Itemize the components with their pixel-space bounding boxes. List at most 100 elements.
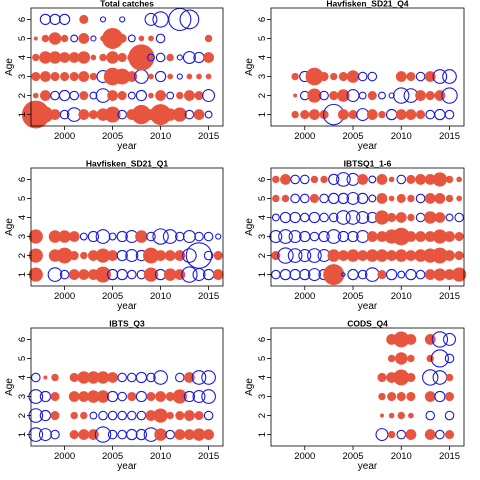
bubble-negative — [106, 268, 119, 281]
plot-frame — [270, 7, 465, 127]
bubble-positive — [172, 389, 187, 404]
bubble-positive — [406, 174, 416, 184]
panel-5: IBTS_Q3 2000 2005 2010 2015 1 2 3 4 5 6 year Age — [4, 319, 224, 472]
bubble-positive — [376, 174, 388, 185]
bubble-negative — [127, 91, 136, 100]
bubble-positive — [406, 391, 416, 402]
y-tick-label: 4 — [257, 55, 268, 60]
bubble-negative — [58, 89, 71, 102]
bubble-positive — [445, 194, 454, 203]
bubble-positive — [291, 72, 299, 81]
bubble-negative — [50, 429, 60, 440]
bubble-negative — [432, 370, 448, 385]
bubble-positive — [426, 354, 434, 363]
bubble-positive — [444, 430, 455, 440]
bubble-positive — [405, 109, 417, 120]
bubble-negative — [299, 268, 311, 281]
y-tick-label: 2 — [257, 253, 268, 258]
bubble-negative — [203, 410, 214, 421]
bubble-positive — [69, 71, 79, 82]
bubble-positive — [50, 391, 60, 402]
bubble-negative — [289, 211, 301, 224]
bubble-positive — [107, 90, 118, 101]
bubble-positive — [320, 175, 328, 184]
bubble-positive — [48, 32, 62, 45]
y-tick-label: 5 — [17, 196, 28, 201]
bubble-negative — [319, 212, 329, 223]
bubble-negative — [278, 229, 293, 244]
bubble-positive — [49, 109, 61, 120]
bubble-negative — [202, 89, 216, 103]
bubble-positive — [68, 391, 80, 402]
bubble-negative — [39, 13, 52, 26]
bubble-series — [21, 7, 216, 129]
bubble-positive — [172, 107, 187, 122]
bubble-positive — [183, 372, 195, 383]
bubble-negative — [299, 174, 310, 185]
bubble-positive — [203, 429, 214, 440]
bubble-negative — [341, 272, 346, 277]
bubble-positive — [80, 411, 88, 420]
panel-3: Havfisken_SD21_Q1 2000 2005 2010 2015 1 2 3 4 5 6 y… — [4, 159, 224, 312]
bubble-positive — [395, 352, 408, 365]
bubble-positive — [107, 250, 118, 261]
bubble-positive — [40, 90, 51, 101]
bubble-negative — [444, 109, 455, 120]
bubble-negative — [182, 230, 196, 244]
y-tick-label: 3 — [17, 74, 28, 79]
bubble-positive — [148, 35, 154, 42]
bubble-negative — [135, 371, 148, 384]
bubble-negative — [116, 249, 128, 262]
bubble-positive — [79, 91, 89, 101]
bubble-negative — [435, 429, 445, 440]
bubble-negative — [336, 210, 351, 225]
bubble-negative — [58, 13, 71, 26]
x-axis-label: year — [117, 141, 137, 152]
bubble-negative — [135, 428, 148, 441]
bubble-positive — [379, 413, 384, 418]
bubble-negative — [434, 390, 446, 403]
y-tick-label: 6 — [17, 177, 28, 182]
bubble-positive — [387, 212, 397, 223]
bubble-positive — [444, 231, 455, 242]
bubble-negative — [277, 247, 294, 264]
bubble-negative — [337, 230, 350, 243]
bubble-positive — [454, 231, 464, 242]
bubble-negative — [147, 53, 155, 62]
bubble-negative — [441, 87, 458, 104]
bubble-positive — [423, 211, 437, 224]
bubble-positive — [433, 268, 447, 281]
bubble-negative — [203, 231, 214, 242]
bubble-positive — [307, 88, 322, 103]
y-tick-label: 2 — [17, 253, 28, 258]
bubble-negative — [337, 192, 350, 205]
bubble-positive — [78, 33, 90, 44]
bubble-negative — [287, 248, 303, 263]
bubble-positive — [415, 90, 426, 101]
bubble-negative — [107, 429, 118, 440]
bubble-positive — [89, 72, 98, 81]
plot-frame — [270, 167, 465, 287]
x-tick-label: 2005 — [102, 451, 123, 462]
x-tick-label: 2005 — [342, 451, 363, 462]
bubble-positive — [434, 212, 446, 223]
bubble-negative — [443, 332, 457, 346]
bubble-positive — [127, 391, 137, 402]
plot-frame — [270, 327, 465, 447]
bubble-positive — [456, 176, 463, 183]
bubble-positive — [415, 231, 426, 242]
bubble-negative — [405, 268, 417, 281]
bubble-negative — [30, 372, 41, 383]
y-tick-label: 4 — [257, 375, 268, 380]
bubble-negative — [117, 372, 127, 383]
bubble-negative — [182, 248, 197, 263]
panel-4: IBTSQ1_1-6 2000 2005 2010 2015 1 2 3 4 5 6 year Age — [244, 159, 467, 312]
bubble-positive — [90, 54, 97, 61]
bubble-positive — [126, 71, 138, 82]
y-tick-label: 1 — [257, 112, 268, 117]
bubble-positive — [416, 110, 426, 120]
bubble-negative — [107, 410, 118, 421]
bubble-negative — [356, 210, 370, 224]
bubble-positive — [396, 391, 406, 402]
x-tick-label: 2005 — [102, 131, 123, 142]
